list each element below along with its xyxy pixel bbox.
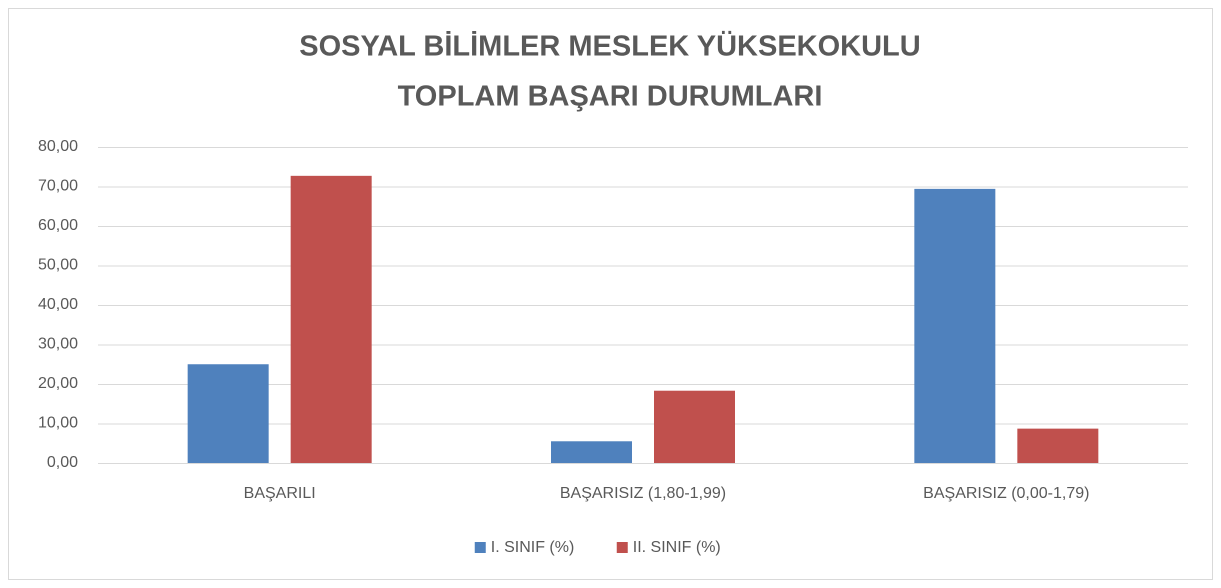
bar	[914, 188, 996, 463]
y-tick-label: 0,00	[47, 454, 78, 471]
y-tick-label: 10,00	[38, 415, 78, 432]
bar	[654, 390, 735, 463]
legend-label: I. SINIF (%)	[491, 539, 575, 556]
chart-title: SOSYAL BİLİMLER MESLEK YÜKSEKOKULU	[299, 30, 920, 63]
bar	[551, 441, 632, 463]
legend-swatch	[616, 542, 628, 553]
y-tick-label: 40,00	[38, 296, 78, 313]
x-tick-label: BAŞARILI	[244, 485, 316, 502]
y-tick-label: 30,00	[38, 336, 78, 353]
y-tick-label: 50,00	[38, 257, 78, 274]
bar	[1017, 428, 1099, 463]
legend-label: II. SINIF (%)	[633, 539, 721, 556]
chart-title: TOPLAM BAŞARI DURUMLARI	[398, 81, 823, 113]
bar	[187, 364, 269, 463]
legend-swatch	[474, 542, 486, 553]
bar	[290, 175, 372, 463]
chart-border	[8, 8, 1213, 580]
y-tick-label: 70,00	[38, 178, 78, 195]
x-tick-label: BAŞARISIZ (1,80-1,99)	[560, 485, 726, 502]
y-tick-label: 60,00	[38, 217, 78, 234]
y-tick-label: 80,00	[38, 138, 78, 155]
x-tick-label: BAŞARISIZ (0,00-1,79)	[923, 485, 1089, 502]
y-tick-label: 20,00	[38, 375, 78, 392]
